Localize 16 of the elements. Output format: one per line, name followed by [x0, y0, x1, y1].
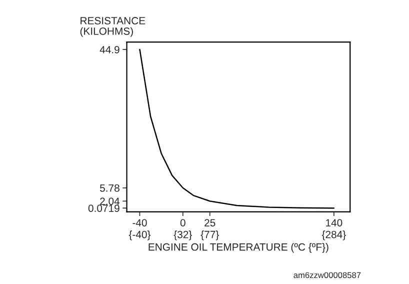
x-tick-label: 140	[326, 219, 342, 226]
x2-tick-label: {32}	[174, 230, 192, 240]
x-tick-label: -40	[132, 219, 147, 226]
y-tick-label: 2.04	[100, 198, 120, 205]
text: am6zzw00008587	[294, 272, 361, 278]
x2-tick-label: {77}	[200, 230, 219, 240]
y-tick-label: 0.0719	[88, 204, 120, 212]
x2-tick-label: {284}	[322, 230, 346, 240]
line-series	[139, 48, 335, 209]
y-tick-label: 5.78	[100, 184, 120, 192]
x2-tick-label: {-40}	[128, 230, 151, 240]
y-axis-title: RESISTANCE (KILOHMS)	[80, 17, 146, 37]
x-axis-title: ENGINE OIL TEMPERATURE (ºC {ºF})	[148, 243, 328, 253]
x-tick-label: 0	[180, 219, 186, 226]
y-tick-label: 44.9	[100, 46, 120, 54]
x-tick-label: 25	[204, 219, 216, 226]
